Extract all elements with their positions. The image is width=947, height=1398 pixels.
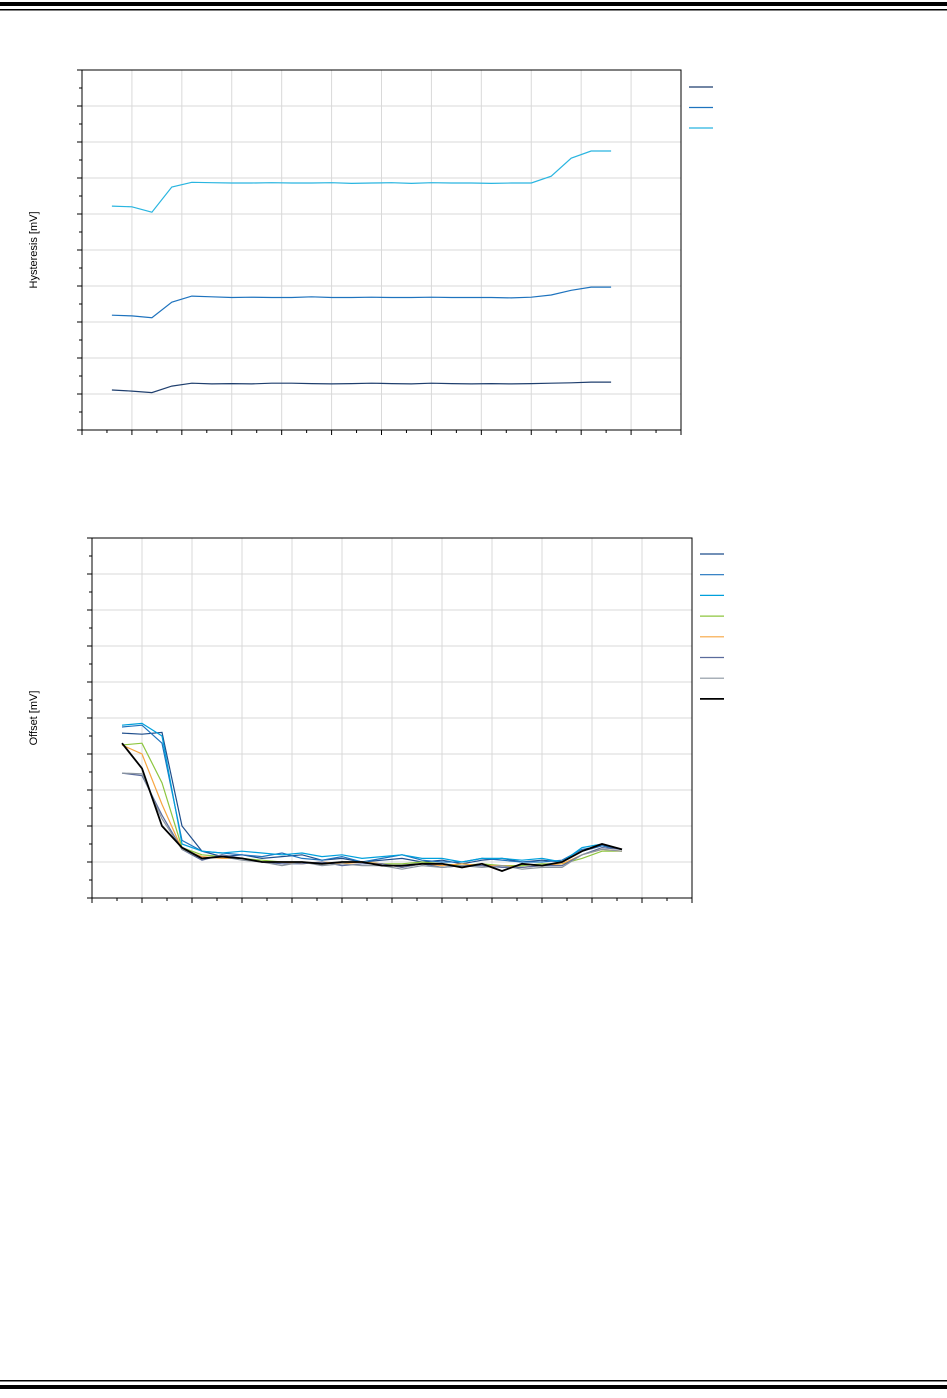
footer-rule	[0, 1380, 947, 1382]
series-line	[111, 150, 612, 213]
series-line	[111, 286, 612, 319]
header-rule	[0, 2, 947, 6]
header-rule	[0, 9, 947, 11]
series-line	[121, 742, 623, 872]
y-axis-label: Hysteresis [mV]	[28, 211, 40, 288]
series-line	[121, 731, 623, 865]
y-axis-label: Offset [mV]	[28, 691, 40, 746]
series-line	[121, 722, 623, 863]
footer-rule	[0, 1385, 947, 1389]
series-line	[121, 724, 623, 863]
series-line	[121, 742, 622, 867]
series-line	[111, 381, 612, 394]
